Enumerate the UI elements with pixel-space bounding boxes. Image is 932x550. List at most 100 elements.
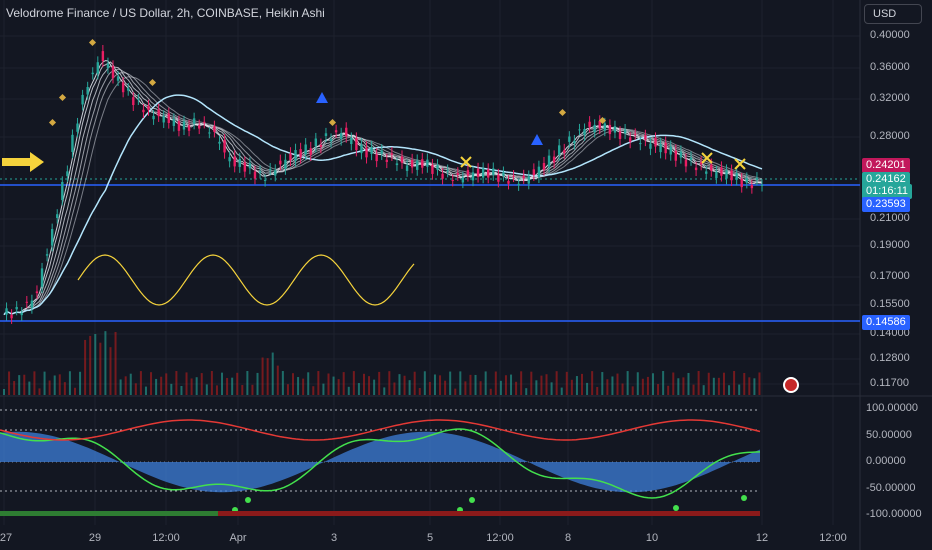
price-tick-label: 0.14000 [870,327,910,339]
volume-bar [601,372,604,395]
time-tick-label: 27 [0,532,13,544]
volume-bar [707,372,710,395]
volume-bar [444,380,447,395]
candle-body [649,143,652,149]
volume-bar [413,371,416,395]
candle-body [56,214,59,219]
candle-body [238,158,241,167]
volume-bar [631,386,634,395]
volume-bar [276,365,279,395]
candle-body [385,159,389,163]
volume-bar [327,373,330,395]
candle-body [192,118,196,124]
volume-bar [352,371,355,395]
volume-bar [58,374,61,395]
volume-bar [575,376,578,395]
currency-button[interactable]: USD [864,4,922,24]
price-tag-blue-upper: 0.23593 [862,197,910,212]
volume-bar [728,385,731,395]
candle-body [603,123,607,131]
volume-bar [28,381,31,395]
volume-bar [362,373,365,395]
candle-body [96,62,99,74]
volume-bar [596,386,599,395]
flag-icon[interactable] [783,377,799,393]
volume-bar [68,371,71,395]
volume-bar [241,385,244,395]
volume-bar [748,377,751,395]
candle-body [390,153,394,155]
volume-bar [23,374,26,395]
volume-bar [190,378,193,395]
volume-bar [641,378,644,395]
candle-body [573,140,576,144]
candle-body [81,94,84,105]
countdown-tag: 01:16:11 [862,184,913,199]
candle-body [598,120,601,129]
volume-bar [342,372,345,395]
trend-bar [0,511,760,516]
volume-bar [286,384,289,395]
candle-body [669,146,672,155]
volume-bar [388,371,391,395]
candle-body [522,175,525,179]
candle-body [563,150,566,153]
volume-bar [79,371,82,395]
volume-bar [332,376,335,395]
candle-body [334,130,338,133]
volume-bar [144,386,147,395]
volume-bar [48,380,51,395]
candle-body [223,139,226,153]
candle-body [725,170,728,179]
osc-green-line [0,428,761,499]
candle-body [152,115,155,120]
volume-bar [535,380,538,395]
triangle-marker [316,92,328,103]
volume-bar [165,373,168,395]
ma-line [3,72,763,316]
time-tick-label: 12:00 [152,532,180,544]
volume-bar [170,383,173,395]
volume-bar [150,372,153,395]
volume-bar [139,371,142,395]
candle-body [228,157,231,162]
volume-bar [449,371,452,395]
time-tick-label: 12 [755,532,769,544]
osc-dot [673,505,679,511]
candle-body [71,134,74,152]
volume-bar [18,375,21,395]
volume-bar [484,371,487,395]
volume-bar [226,377,229,395]
diamond-marker [328,118,337,127]
candle-body [715,171,718,179]
volume-bar [89,335,92,395]
volume-bar [555,371,558,395]
candle-body [329,139,333,142]
candle-body [735,173,738,180]
volume-bar [616,373,619,395]
oscillator-pane [0,409,761,513]
candle-body [355,137,358,151]
volume-bar [180,385,183,395]
volume-bar [307,372,310,395]
candle-body [213,126,216,132]
cross-marker [734,158,746,170]
price-tick-label: 0.28000 [870,130,910,142]
candle-body [137,98,140,100]
volume-bar [215,385,218,395]
candle-body [431,164,434,174]
candle-body [86,86,89,95]
volume-bar [494,371,497,395]
symbol-title[interactable]: Velodrome Finance / US Dollar, 2h, COINB… [6,6,325,20]
candle-body [132,97,135,106]
volume-bar [530,371,533,395]
candle-body [487,169,490,178]
candle-body [76,123,79,132]
candle-body [111,66,115,79]
candle-body [66,171,69,177]
price-tick-label: 0.15500 [870,298,910,310]
volume-bar [565,371,568,395]
volume-bar [266,358,269,395]
